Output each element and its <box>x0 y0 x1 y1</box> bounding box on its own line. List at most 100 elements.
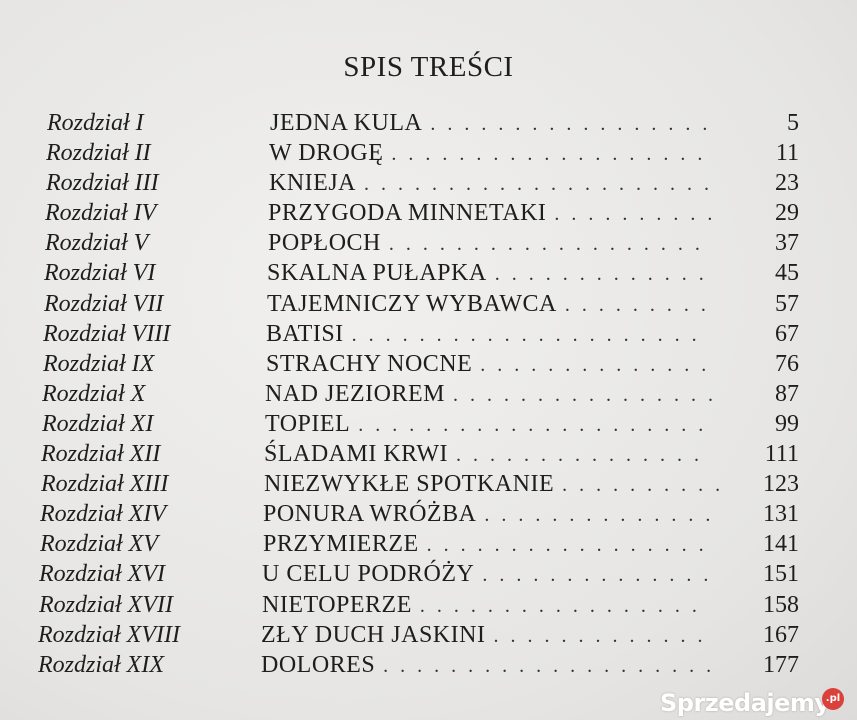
chapter-title: PONURA WRÓŻBA <box>263 501 477 528</box>
dot-leader: .......... <box>554 203 725 226</box>
chapter-title: NAD JEZIOREM <box>265 380 445 407</box>
page-number: 76 <box>775 350 799 377</box>
chapter-title: JEDNA KULA <box>270 110 423 136</box>
toc-entry: Rozdział X NAD JEZIOREM................ 87 <box>0 379 857 409</box>
chapter-title: SKALNA PUŁAPKA <box>267 260 487 287</box>
chapter-label: Rozdział XVII <box>39 591 173 618</box>
toc-entry: Rozdział III KNIEJA..................... 2… <box>0 168 857 198</box>
chapter-title: KNIEJA <box>269 170 356 197</box>
page-number: 177 <box>763 651 799 678</box>
page-number: 45 <box>775 260 799 287</box>
toc-entry: Rozdział VIII BATISI.....................… <box>0 319 857 349</box>
dot-leader: ......... <box>564 293 718 316</box>
dot-leader: ............... <box>456 444 711 467</box>
dot-leader: ................... <box>391 143 715 166</box>
chapter-title: BATISI <box>266 320 344 347</box>
toc-entry: Rozdział I JEDNA KULA................. 5 <box>0 108 857 138</box>
dot-leader: ................... <box>388 233 712 256</box>
dot-leader: ..................... <box>358 413 716 436</box>
toc-entry: Rozdział XVI U CELU PODRÓŻY..............… <box>0 559 857 589</box>
page-number: 37 <box>775 230 799 257</box>
page-number: 11 <box>775 140 799 167</box>
chapter-title: PRZYMIERZE <box>263 531 419 558</box>
dot-leader: .............. <box>480 353 719 376</box>
chapter-label: Rozdział VI <box>44 260 156 287</box>
page-number: 111 <box>764 441 799 468</box>
chapter-title: STRACHY NOCNE <box>266 350 473 377</box>
toc-entry: Rozdział XV PRZYMIERZE................. 14… <box>0 529 857 559</box>
page-number: 167 <box>763 621 799 648</box>
table-of-contents: Rozdział I JEDNA KULA................. 5 Ro… <box>0 108 857 680</box>
chapter-label: Rozdział VII <box>44 290 164 317</box>
page-number: 87 <box>775 380 799 407</box>
chapter-title: U CELU PODRÓŻY <box>262 561 475 588</box>
chapter-label: Rozdział VIII <box>43 320 171 347</box>
dot-leader: ............. <box>494 263 716 286</box>
chapter-label: Rozdział XI <box>42 410 154 437</box>
chapter-title: PRZYGODA MINNETAKI <box>268 200 547 227</box>
page-number: 57 <box>775 290 799 317</box>
toc-entry: Rozdział XIII NIEZWYKŁE SPOTKANIE........… <box>0 469 857 499</box>
chapter-label: Rozdział II <box>46 140 151 167</box>
chapter-label: Rozdział XII <box>41 441 161 468</box>
chapter-label: Rozdział XV <box>40 531 158 558</box>
chapter-label: Rozdział I <box>47 110 144 136</box>
chapter-title: NIETOPERZE <box>262 591 412 618</box>
chapter-label: Rozdział III <box>46 170 159 197</box>
toc-entry: Rozdział XII ŚLADAMI KRWI............... 1… <box>0 439 857 469</box>
toc-entry: Rozdział XIV PONURA WRÓŻBA.............. 1… <box>0 499 857 529</box>
chapter-title: ŚLADAMI KRWI <box>264 441 448 468</box>
toc-entry: Rozdział XIX DOLORES.................... 1… <box>0 650 857 680</box>
page-number: 67 <box>775 320 799 347</box>
dot-leader: ............. <box>493 624 715 647</box>
chapter-title: TOPIEL <box>265 410 351 437</box>
dot-leader: .............. <box>482 564 721 587</box>
page-number: 141 <box>763 531 799 558</box>
dot-leader: ................. <box>426 534 716 557</box>
chapter-label: Rozdział XIX <box>38 651 164 678</box>
page-number: 131 <box>763 501 799 528</box>
page-number: 151 <box>763 561 799 588</box>
dot-leader: .................... <box>383 654 724 677</box>
chapter-label: Rozdział V <box>45 230 149 257</box>
page-number: 29 <box>775 200 799 227</box>
dot-leader: .......... <box>562 474 733 497</box>
watermark-logo: Sprzedajemy <box>660 689 830 717</box>
toc-entry: Rozdział XVIII ZŁY DUCH JASKINI..........… <box>0 620 857 650</box>
watermark-badge: .pl <box>822 688 844 710</box>
dot-leader: ................ <box>453 383 725 406</box>
chapter-label: Rozdział XIV <box>40 501 166 528</box>
chapter-label: Rozdział X <box>42 380 146 407</box>
toc-entry: Rozdział II W DROGĘ................... 11 <box>0 138 857 168</box>
chapter-label: Rozdział XVI <box>39 561 165 588</box>
chapter-title: ZŁY DUCH JASKINI <box>261 621 486 648</box>
chapter-title: POPŁOCH <box>268 230 381 257</box>
chapter-label: Rozdział IV <box>45 200 157 227</box>
page-title: SPIS TREŚCI <box>343 51 514 83</box>
toc-entry: Rozdział XI TOPIEL..................... 99 <box>0 409 857 439</box>
dot-leader: ................. <box>419 594 709 617</box>
chapter-title: W DROGĘ <box>269 140 384 167</box>
toc-entry: Rozdział IX STRACHY NOCNE.............. 76 <box>0 349 857 379</box>
page-number: 23 <box>775 170 799 197</box>
dot-leader: ..................... <box>351 323 709 346</box>
toc-entry: Rozdział V POPŁOCH................... 37 <box>0 228 857 258</box>
chapter-label: Rozdział IX <box>43 350 155 377</box>
page-number: 99 <box>775 410 799 437</box>
toc-entry: Rozdział VI SKALNA PUŁAPKA............. 45 <box>0 258 857 288</box>
toc-entry: Rozdział IV PRZYGODA MINNETAKI.......... 2… <box>0 198 857 228</box>
dot-leader: .............. <box>484 504 723 527</box>
chapter-title: DOLORES <box>261 651 376 678</box>
dot-leader: ................. <box>430 113 720 135</box>
page-number: 158 <box>763 591 799 618</box>
page-number: 123 <box>763 471 799 498</box>
chapter-title: NIEZWYKŁE SPOTKANIE <box>264 471 555 498</box>
chapter-label: Rozdział XIII <box>41 471 169 498</box>
dot-leader: ..................... <box>364 173 721 196</box>
chapter-label: Rozdział XVIII <box>38 621 180 648</box>
chapter-title: TAJEMNICZY WYBAWCA <box>267 290 557 317</box>
page-number: 5 <box>787 110 799 136</box>
toc-entry: Rozdział XVII NIETOPERZE.................… <box>0 590 857 620</box>
toc-entry: Rozdział VII TAJEMNICZY WYBAWCA......... 5… <box>0 289 857 319</box>
